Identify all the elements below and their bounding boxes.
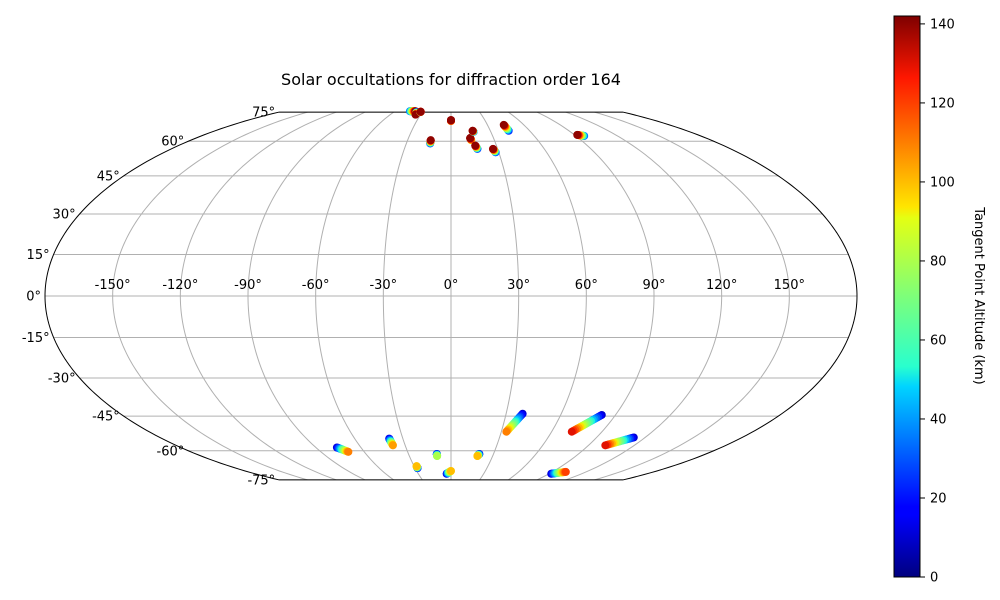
latitude-tick-labels: -75° -60° -45° -30° -15° 0° 15° 30° 45° 60° 75°	[22, 106, 275, 489]
y-tick-label: 60°	[161, 135, 184, 150]
chart-title: Solar occultations for diffraction order…	[281, 70, 621, 89]
y-tick-label: 75°	[252, 106, 275, 121]
occultation-track	[442, 466, 455, 478]
x-tick-label: -90°	[234, 278, 262, 293]
occultation-point	[388, 441, 397, 450]
x-tick-label: 120°	[706, 278, 737, 293]
occultation-track	[416, 107, 425, 117]
y-tick-label: -15°	[22, 331, 50, 346]
occultation-point	[426, 136, 435, 145]
occultation-track	[468, 126, 478, 136]
occultation-point	[447, 466, 455, 475]
occultation-point	[473, 452, 482, 461]
occultation-point	[573, 130, 582, 139]
colorbar-tick-label: 100	[930, 175, 955, 190]
occultation-points	[332, 107, 638, 478]
occultation-point	[488, 144, 497, 153]
y-tick-label: -75°	[247, 473, 275, 488]
y-tick-label: -30°	[48, 372, 76, 387]
x-tick-label: 0°	[444, 278, 459, 293]
occultation-track	[499, 120, 513, 135]
x-tick-label: 90°	[642, 278, 665, 293]
occultation-track	[473, 449, 484, 461]
occultation-point	[447, 116, 455, 125]
occultation-track	[573, 130, 589, 140]
y-tick-label: -60°	[157, 444, 185, 459]
occultation-point	[471, 141, 480, 150]
colorbar-tick-label: 140	[930, 17, 955, 32]
occultation-point	[601, 441, 610, 450]
occultation-track	[567, 410, 606, 436]
occultation-track	[502, 409, 527, 436]
y-tick-label: 30°	[53, 207, 76, 222]
occultation-track	[488, 144, 500, 157]
occultation-track	[332, 443, 353, 456]
occultation-track	[426, 136, 435, 148]
occultation-point	[466, 134, 475, 143]
x-tick-label: -60°	[302, 278, 330, 293]
graticule	[45, 112, 857, 480]
colorbar: 0 20 40 60 80 100 120 140 Tangent Point Altitud…	[893, 15, 986, 586]
y-tick-label: -45°	[92, 410, 120, 425]
occultation-track	[471, 141, 482, 153]
occultation-track	[412, 462, 422, 473]
occultation-point	[499, 120, 508, 129]
occultation-track	[432, 449, 442, 461]
y-tick-label: 15°	[27, 248, 50, 263]
y-tick-label: 0°	[26, 290, 41, 305]
x-tick-label: 60°	[575, 278, 598, 293]
occultation-track	[547, 467, 570, 478]
colorbar-gradient	[893, 15, 921, 578]
occultation-track	[447, 116, 455, 126]
occultation-track	[385, 434, 397, 450]
x-tick-label: 30°	[507, 278, 530, 293]
occultation-point	[344, 447, 353, 456]
colorbar-tick-label: 0	[930, 571, 938, 586]
occultation-point	[561, 467, 570, 476]
colorbar-tick-label: 40	[930, 412, 947, 427]
occultation-point	[502, 427, 511, 436]
longitude-tick-labels: -150° -120° -90° -60° -30° 0° 30° 60° 90° 120° 150…	[95, 278, 805, 293]
colorbar-label: Tangent Point Altitude (km)	[971, 206, 986, 384]
occultation-track	[601, 433, 638, 450]
occultation-point	[433, 452, 442, 461]
occultation-point	[412, 462, 421, 471]
colorbar-tick-label: 120	[930, 96, 955, 111]
colorbar-tick-label: 60	[930, 333, 947, 348]
x-tick-label: -120°	[162, 278, 198, 293]
map-border	[44, 111, 858, 481]
x-tick-label: 150°	[774, 278, 805, 293]
x-tick-label: -30°	[369, 278, 397, 293]
occultation-point	[567, 427, 576, 436]
colorbar-ticks: 0 20 40 60 80 100 120 140	[920, 17, 955, 586]
x-tick-label: -150°	[95, 278, 131, 293]
occultation-track	[466, 134, 476, 145]
colorbar-tick-label: 80	[930, 254, 947, 269]
occultation-point	[468, 126, 477, 135]
occultation-point	[416, 107, 425, 116]
colorbar-tick-label: 20	[930, 491, 947, 506]
y-tick-label: 45°	[97, 169, 120, 184]
map-axes: -150° -120° -90° -60° -30° 0° 30° 60° 90° 120° 150…	[22, 106, 858, 489]
